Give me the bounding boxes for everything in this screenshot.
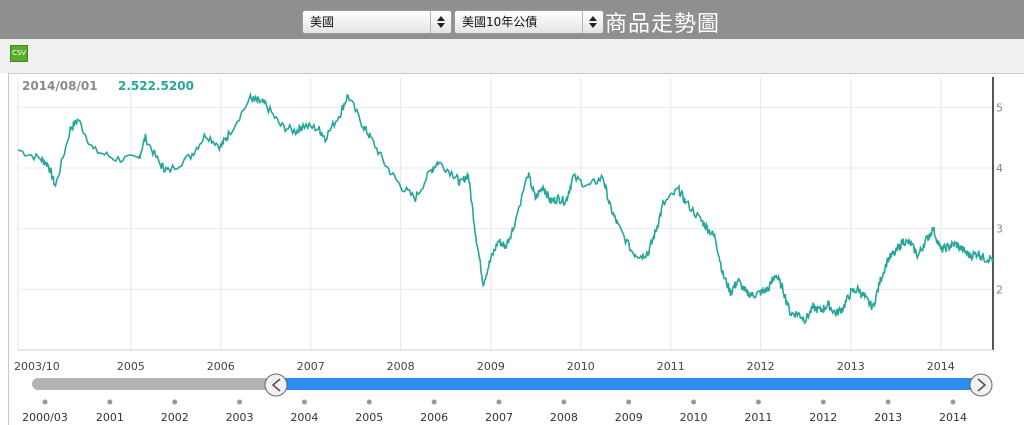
- x-tick-label: 2008: [387, 360, 415, 373]
- navigator-tick-label: 2011: [744, 411, 772, 424]
- navigator-ticks: 2000/03 2001 2002 2003 2004 2005 2006 2007 2008 2…: [22, 399, 967, 424]
- navigator-tick-dot: [301, 399, 307, 405]
- navigator-tick-dot: [950, 399, 956, 405]
- navigator-tick-label: 2002: [161, 411, 189, 424]
- readout-value: 2.522.5200: [118, 79, 194, 93]
- navigator-tick-dot: [820, 399, 826, 405]
- x-tick-label: 2014: [927, 360, 955, 373]
- page-title: 商品走勢圖: [605, 12, 721, 37]
- product-select-value: 美國10年公債: [462, 15, 538, 29]
- navigator-tick-label: 2007: [485, 411, 513, 424]
- up-down-arrows-icon: [430, 11, 451, 33]
- y-tick-label: 2: [996, 283, 1003, 296]
- navigator-tick-label: 2014: [939, 411, 967, 424]
- navigator-selected-range[interactable]: [276, 378, 981, 390]
- top-bar: 美國 美國10年公債 商品走勢圖: [0, 0, 1024, 39]
- y-tick-label: 3: [996, 223, 1003, 236]
- x-tick-label: 2010: [567, 360, 595, 373]
- csv-export-button[interactable]: CSV: [10, 45, 28, 62]
- product-select[interactable]: 美國10年公債: [454, 10, 604, 34]
- chevron-right-icon: [977, 378, 987, 392]
- navigator-tick-dot: [431, 399, 437, 405]
- navigator-tick-dot: [107, 399, 113, 405]
- toolbar: [0, 39, 1024, 73]
- navigator-tick-label: 2000/03: [22, 411, 68, 424]
- navigator-tick-dot: [172, 399, 178, 405]
- navigator-tick-label: 2010: [680, 411, 708, 424]
- navigator-tick-label: 2012: [809, 411, 837, 424]
- navigator-tick-dot: [626, 399, 632, 405]
- navigator-left-handle[interactable]: [264, 373, 288, 397]
- navigator-tick-label: 2004: [290, 411, 318, 424]
- navigator-tick-dot: [42, 399, 48, 405]
- y-tick-label: 5: [996, 101, 1003, 114]
- chart-gridlines: [17, 77, 993, 350]
- chart-panel: [8, 73, 1024, 425]
- navigator-tick-label: 2009: [615, 411, 643, 424]
- y-tick-label: 4: [996, 162, 1003, 175]
- navigator-tick-label: 2003: [226, 411, 254, 424]
- navigator-tick-label: 2001: [96, 411, 124, 424]
- x-tick-label: 2012: [747, 360, 775, 373]
- x-tick-label: 2005: [117, 360, 145, 373]
- x-tick-label: 2003/10: [14, 360, 60, 373]
- navigator-tick-dot: [237, 399, 243, 405]
- navigator-tick-dot: [885, 399, 891, 405]
- navigator-tick-label: 2013: [874, 411, 902, 424]
- x-tick-label: 2007: [297, 360, 325, 373]
- navigator-tick-label: 2005: [355, 411, 383, 424]
- x-tick-label: 2006: [207, 360, 235, 373]
- navigator-tick-dot: [755, 399, 761, 405]
- navigator-tick-label: 2008: [550, 411, 578, 424]
- series-line: [17, 91, 994, 325]
- navigator-tick-label: 2006: [420, 411, 448, 424]
- x-tick-label: 2009: [477, 360, 505, 373]
- navigator-tick-dot: [496, 399, 502, 405]
- navigator-tick-dot: [366, 399, 372, 405]
- navigator-tick-dot: [561, 399, 567, 405]
- navigator-right-handle[interactable]: [969, 373, 993, 397]
- x-axis-ticks: 2003/10 2005 2006 2007 2008 2009 2010 2011 2012 2…: [14, 360, 955, 373]
- navigator-tick-dot: [691, 399, 697, 405]
- y-axis-ticks: 2 3 4 5: [996, 101, 1003, 296]
- country-select[interactable]: 美國: [302, 10, 452, 34]
- readout-date: 2014/08/01: [22, 79, 98, 93]
- up-down-arrows-icon: [582, 11, 603, 33]
- country-select-value: 美國: [310, 15, 335, 29]
- chevron-left-icon: [271, 378, 281, 392]
- x-tick-label: 2013: [837, 360, 865, 373]
- x-tick-label: 2011: [657, 360, 685, 373]
